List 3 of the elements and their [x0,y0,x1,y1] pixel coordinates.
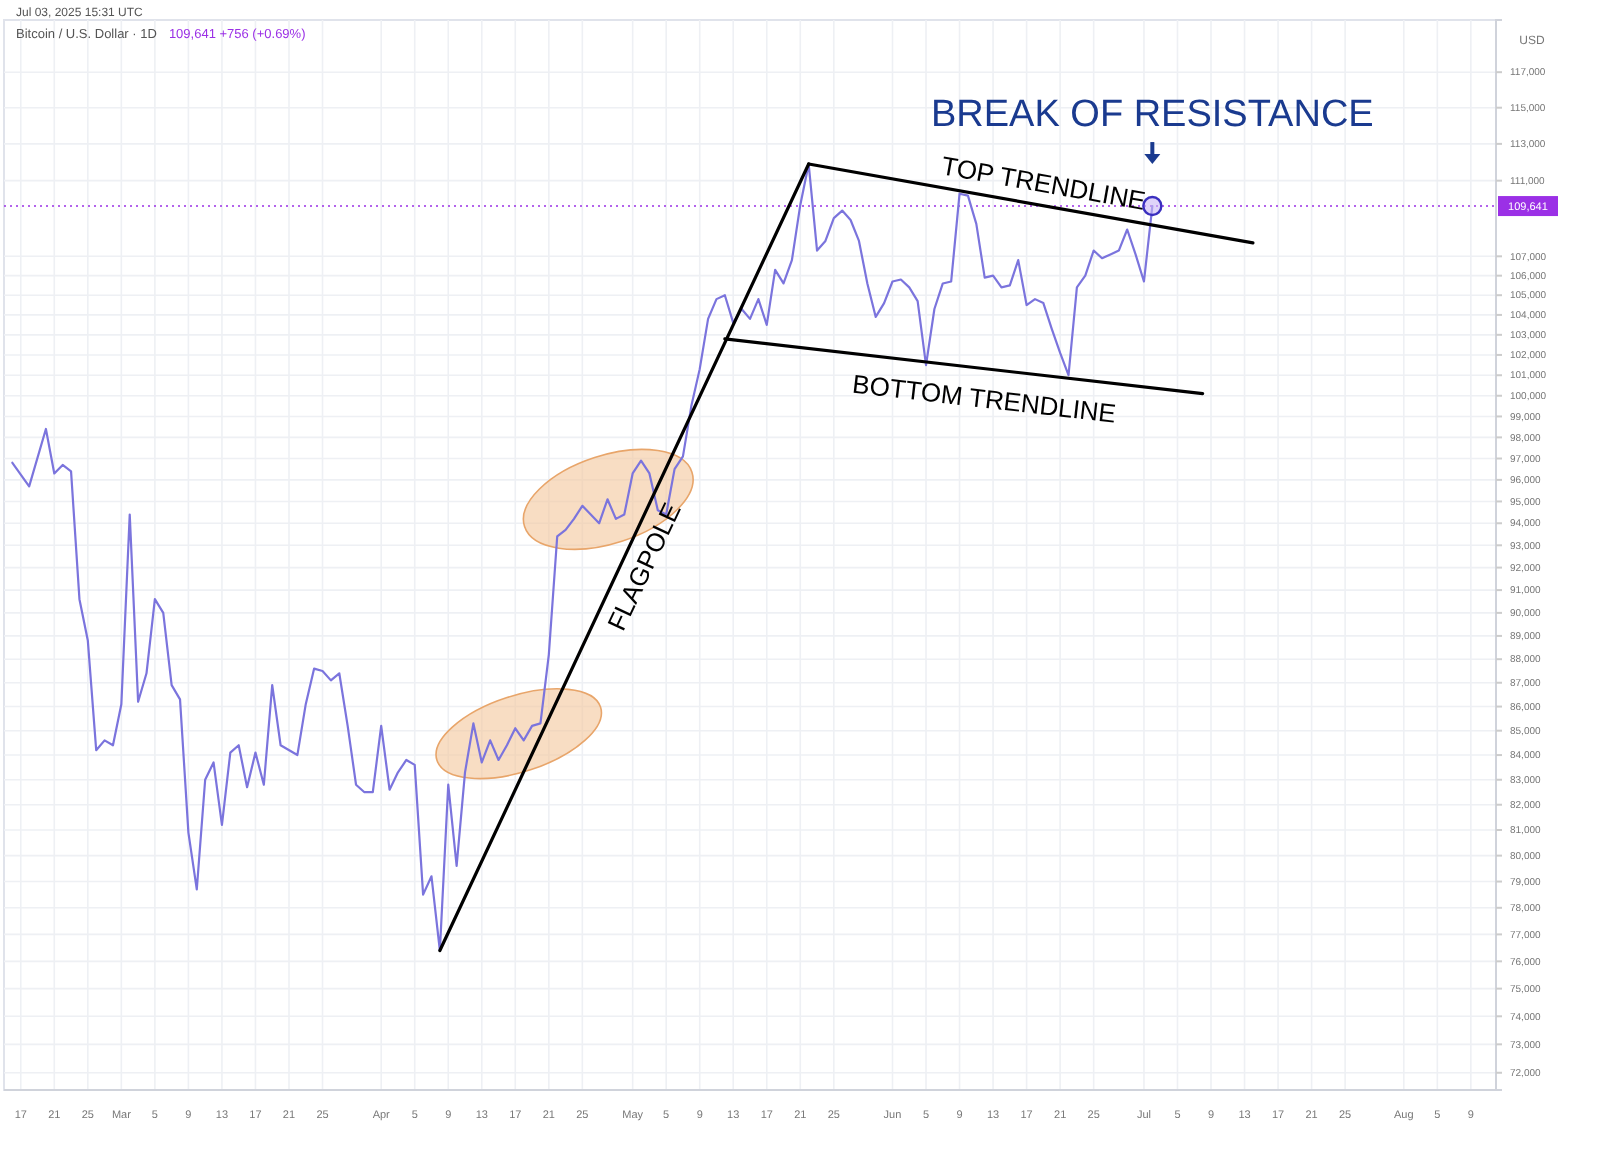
text: TOP TRENDLINE [939,150,1149,217]
text: BOTTOM TRENDLINE [850,368,1119,429]
annotation: BREAK OF RESISTANCE [930,94,1374,137]
